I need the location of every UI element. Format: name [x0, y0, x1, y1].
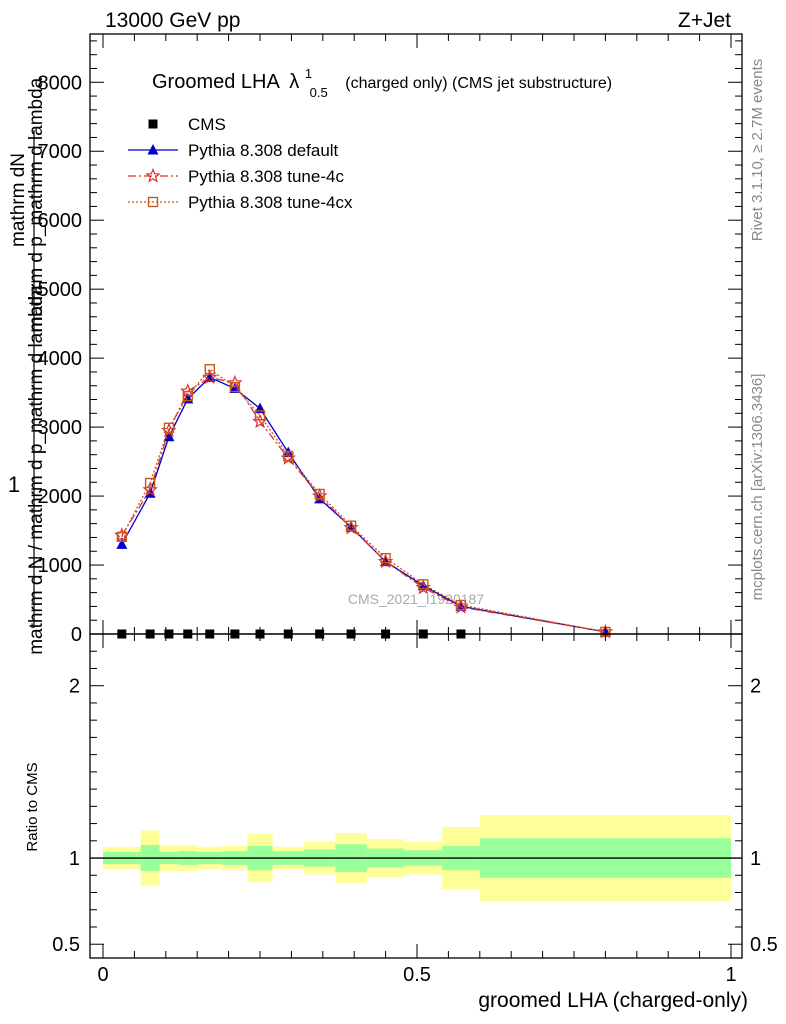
x-tick-label-1: 0.5: [403, 964, 431, 986]
main-y-tick-label-0: 0: [71, 624, 82, 646]
title-sub: 0.5: [310, 85, 328, 100]
series-3: [116, 363, 611, 638]
ylabel-numerator: mathrm dN: [8, 153, 29, 247]
ratio-axes: 0 0.5 1 0.5 0.5 1 1 2 2: [52, 633, 778, 986]
x-tick-label-2: 1: [725, 964, 736, 986]
legend-marker-1: [147, 144, 159, 155]
title-tail: (charged only) (CMS jet substructure): [345, 75, 612, 92]
ratio-y-tick-label-right-2: 2: [750, 676, 761, 698]
series-3-point-0: [116, 531, 128, 542]
main-y-tick-label-1: 1000: [38, 555, 83, 577]
legend: CMS Pythia 8.308 default Pythia 8.308 tune…: [128, 115, 353, 212]
main-y-tick-label-3: 3000: [38, 417, 83, 439]
ratio-y-tick-label-left-2: 2: [69, 676, 80, 698]
main-y-tick-label-7: 7000: [38, 141, 83, 163]
rivet-label: Rivet 3.1.10, ≥ 2.7M events: [749, 59, 766, 242]
ylabel-one: 1: [8, 472, 20, 497]
series-3-point-4: [204, 363, 215, 375]
energy-label: 13000 GeV pp: [105, 9, 240, 32]
main-y-tick-label-6: 6000: [38, 210, 83, 232]
main-y-tick-label-8: 8000: [38, 72, 83, 94]
ylabel-denominator-1: mathrm d p_mathrm d lambda: [26, 77, 47, 332]
watermark: CMS_2021_I1920187: [348, 591, 484, 607]
series-2-point-3: [180, 383, 196, 398]
series-3-point-11: [418, 579, 429, 590]
main-y-tick-label-5: 5000: [38, 279, 83, 301]
series-3-point-12: [455, 599, 467, 611]
series-3-point-10: [380, 552, 391, 564]
series-3-point-7: [283, 450, 294, 462]
main-ylabel: 1 mathrm dN mathrm d p_mathrm d lambda m…: [8, 77, 47, 654]
ratio-y-tick-label-left-0: 0.5: [52, 934, 80, 956]
main-y-tick-label-2: 2000: [38, 486, 83, 508]
legend-label-3: Pythia 8.308 tune-4cx: [188, 193, 353, 212]
legend-label-2: Pythia 8.308 tune-4c: [188, 167, 344, 186]
main-y-tick-label-4: 4000: [38, 348, 83, 370]
series-3-point-2: [163, 422, 175, 433]
legend-marker-3: [147, 196, 159, 208]
x-tick-label-0: 0: [97, 964, 108, 986]
series-line-2: [121, 376, 606, 633]
ratio-frame: [89, 633, 743, 959]
title-main: Groomed LHA: [152, 71, 280, 93]
series-1-point-0: [116, 538, 128, 549]
series-3-point-6: [254, 410, 266, 421]
legend-marker-0: [148, 119, 158, 129]
series-line-3: [121, 368, 606, 633]
ylabel-denominator-2: mathrm d N / mathrm d p_mathrm d lambda: [26, 285, 47, 655]
title-sup: 1: [305, 66, 312, 81]
mcplots-label: mcplots.cern.ch [arXiv:1306.3436]: [749, 374, 766, 601]
ratio-uncertainty-bands: [90, 814, 742, 902]
ratio-y-tick-label-right-1: 1: [750, 848, 761, 870]
series-3-point-1: [144, 477, 156, 489]
series-3-point-3: [182, 390, 193, 402]
legend-label-1: Pythia 8.308 default: [188, 141, 339, 160]
x-axis-label: groomed LHA (charged-only): [478, 989, 748, 1012]
series-3-point-8: [314, 488, 325, 500]
series-2-point-5: [227, 374, 243, 390]
plot-title: Groomed LHA λ 1 0.5 (charged only) (CMS …: [152, 61, 612, 102]
main-axes: 0 1000 2000 3000 4000 5000 6000 7000 8000: [38, 33, 743, 646]
legend-label-0: CMS: [188, 115, 226, 134]
ratio-y-tick-label-right-0: 0.5: [750, 934, 778, 956]
legend-marker-2: [145, 167, 161, 183]
series-2-point-4: [202, 369, 218, 385]
ratio-ylabel: Ratio to CMS: [24, 762, 41, 851]
series-3-point-9: [345, 520, 357, 531]
title-lambda: λ: [289, 71, 299, 93]
series-3-point-5: [229, 381, 241, 393]
ratio-y-tick-label-left-1: 1: [69, 848, 80, 870]
process-label: Z+Jet: [678, 9, 731, 32]
